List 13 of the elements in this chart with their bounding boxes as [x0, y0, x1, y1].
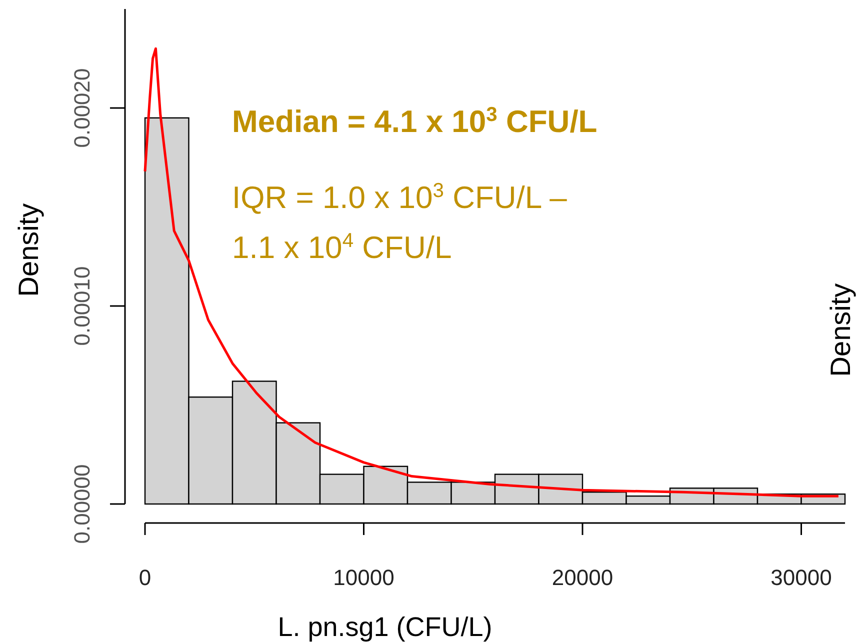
- y-axis-title: Density: [13, 203, 44, 297]
- y-tick-label: 0.00020: [70, 68, 95, 148]
- x-tick-label: 10000: [333, 565, 394, 590]
- annotation: Median = 4.1 x 10$^{3}$ CFU/L: [232, 104, 598, 139]
- annotation: IQR = 1.0 x 10$^{3}$ CFU/L –: [232, 180, 568, 215]
- x-axis-title: L. pn.sg1 (CFU/L): [278, 612, 492, 642]
- annotation: Density: [825, 283, 856, 377]
- x-tick-label: 20000: [552, 565, 614, 590]
- y-tick-label: 0.00000: [70, 464, 95, 544]
- x-tick-label: 30000: [770, 565, 832, 590]
- annotation: 1.1 x 10$^{4}$ CFU/L: [232, 230, 452, 265]
- y-tick-label: 0.00010: [70, 266, 95, 346]
- x-tick-label: 0: [138, 565, 152, 590]
